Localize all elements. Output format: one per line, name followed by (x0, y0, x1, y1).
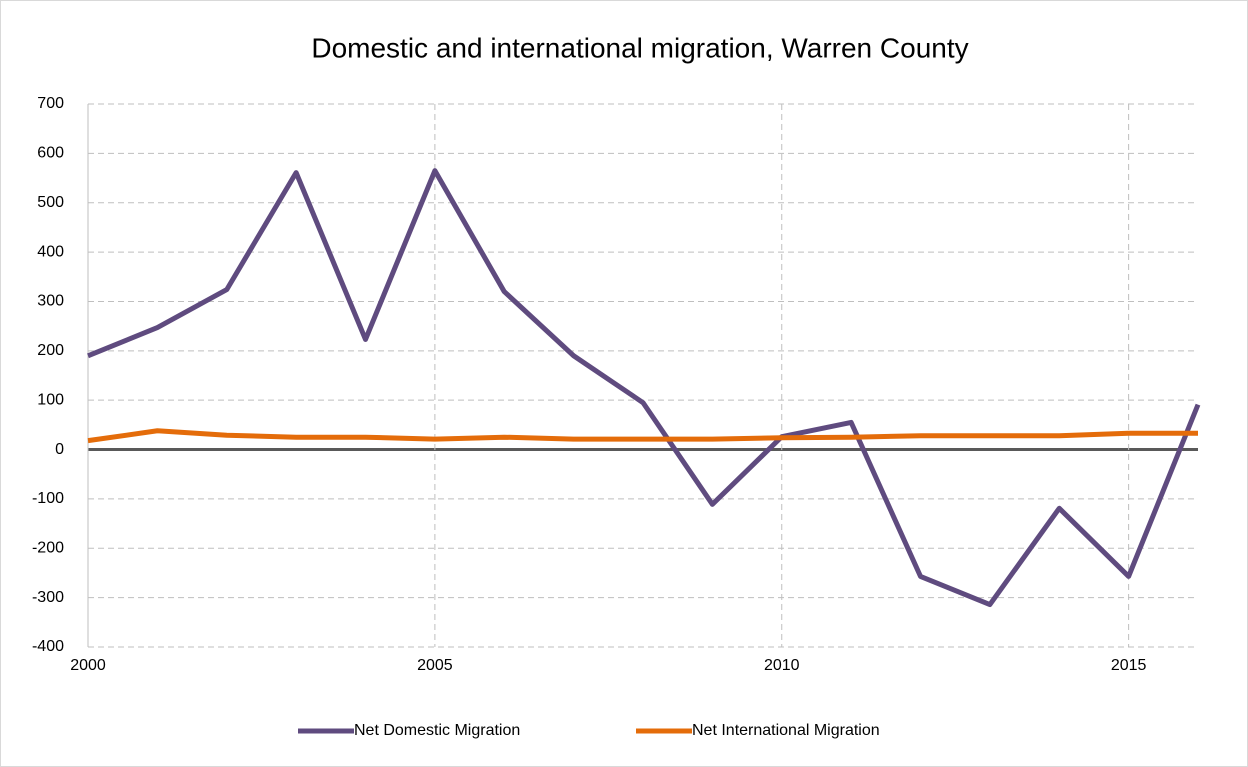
chart-title: Domestic and international migration, Wa… (311, 32, 968, 63)
y-tick-label: 500 (37, 194, 64, 211)
y-tick-label: 100 (37, 391, 64, 408)
x-tick-label: 2005 (417, 657, 453, 674)
y-tick-label: 700 (37, 95, 64, 112)
x-tick-label: 2000 (70, 657, 106, 674)
series-line (87, 428, 1198, 444)
y-tick-label: 200 (37, 342, 64, 359)
legend-label: Net Domestic Migration (354, 722, 520, 739)
y-tick-label: -400 (32, 638, 64, 655)
x-tick-label: 2010 (764, 657, 800, 674)
y-tick-label: -200 (32, 539, 64, 556)
y-tick-label: -300 (32, 589, 64, 606)
y-tick-label: 0 (55, 441, 64, 458)
legend-label: Net International Migration (692, 722, 880, 739)
x-tick-label: 2015 (1111, 657, 1147, 674)
series-line (87, 168, 1201, 608)
y-tick-label: 400 (37, 243, 64, 260)
y-tick-label: 600 (37, 145, 64, 162)
y-tick-label: 300 (37, 293, 64, 310)
y-tick-label: -100 (32, 490, 64, 507)
